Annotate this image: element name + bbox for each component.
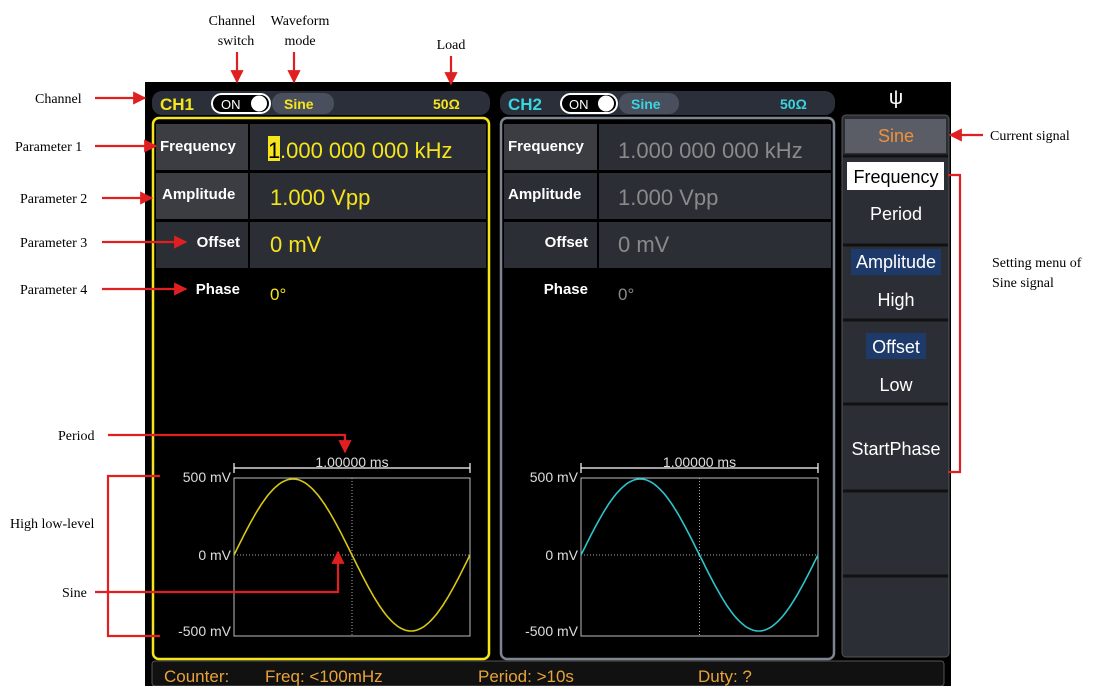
level-label: 500 mV bbox=[530, 469, 579, 485]
annotation: Channel bbox=[209, 14, 256, 29]
annotation: Parameter 1 bbox=[15, 140, 82, 155]
menu-highlight bbox=[866, 333, 926, 359]
menu-item[interactable]: High bbox=[877, 290, 914, 310]
param-value: 0° bbox=[270, 285, 286, 304]
param-value: 0° bbox=[618, 285, 634, 304]
annotation: Parameter 2 bbox=[20, 192, 87, 207]
param-value: 1.000 Vpp bbox=[270, 185, 370, 210]
param-label: Amplitude bbox=[162, 186, 235, 203]
ch2-wave: Sine bbox=[631, 96, 661, 112]
ch1-knob bbox=[251, 95, 267, 112]
param-value: 0 mV bbox=[270, 232, 322, 257]
ch2-rows bbox=[504, 124, 831, 268]
param-label: Offset bbox=[197, 234, 240, 251]
level-label: 500 mV bbox=[183, 469, 232, 485]
ch2-frame bbox=[499, 116, 836, 661]
menu-dividers bbox=[843, 154, 948, 578]
cursor-digit: 1 bbox=[268, 138, 280, 163]
param-label: Phase bbox=[544, 281, 588, 298]
param-value: .000 000 000 kHz bbox=[280, 138, 452, 163]
annotation: Parameter 3 bbox=[20, 236, 87, 251]
ch2-wave-pill bbox=[619, 93, 679, 114]
menu-item[interactable]: Low bbox=[879, 375, 913, 395]
menu-selected[interactable] bbox=[847, 162, 944, 190]
annotation: High low-level bbox=[10, 517, 94, 532]
status-freq: Freq: <100mHz bbox=[265, 667, 383, 686]
sine-wave bbox=[233, 478, 471, 632]
annotation: mode bbox=[284, 34, 315, 49]
cursor bbox=[268, 136, 280, 161]
status-duty: Duty: ? bbox=[698, 667, 752, 686]
menu-item[interactable]: Amplitude bbox=[856, 252, 936, 272]
level-label: 0 mV bbox=[198, 547, 231, 563]
menu-current: Sine bbox=[878, 126, 914, 146]
status-period: Period: >10s bbox=[478, 667, 574, 686]
param-value: 1.000 000 000 kHz bbox=[618, 138, 803, 163]
status-counter: Counter: bbox=[164, 667, 229, 686]
ch1-name: CH1 bbox=[160, 95, 194, 114]
ch1-wave-pill bbox=[272, 93, 334, 114]
ch1-load: 50Ω bbox=[433, 96, 460, 112]
period-arrow bbox=[580, 463, 819, 473]
level-label: -500 mV bbox=[525, 623, 579, 639]
annotation: Parameter 4 bbox=[20, 283, 87, 298]
annotation: Period bbox=[58, 429, 95, 444]
menu-highlight bbox=[851, 249, 941, 275]
period-arrow bbox=[233, 463, 471, 473]
ch2-load: 50Ω bbox=[780, 96, 807, 112]
level-label: -500 mV bbox=[178, 623, 232, 639]
ch1-wave: Sine bbox=[284, 96, 314, 112]
annotation: Sine signal bbox=[992, 276, 1054, 291]
annotation: Load bbox=[437, 38, 466, 53]
param-value: 0 mV bbox=[618, 232, 670, 257]
ch1-frame bbox=[151, 116, 491, 661]
ch2-state: ON bbox=[569, 97, 589, 112]
status-bar bbox=[151, 660, 945, 686]
sine-wave bbox=[580, 478, 819, 632]
annotation: Sine bbox=[62, 586, 87, 601]
usb-icon: ψ bbox=[889, 87, 903, 109]
ch2-knob bbox=[598, 95, 614, 112]
annotation: switch bbox=[218, 34, 255, 49]
ch1-state: ON bbox=[221, 97, 241, 112]
param-label: Frequency bbox=[160, 138, 237, 155]
level-label: 0 mV bbox=[545, 547, 578, 563]
menu-item[interactable]: StartPhase bbox=[851, 439, 940, 459]
menu-current-box bbox=[845, 119, 946, 153]
menu-item[interactable]: Period bbox=[870, 204, 922, 224]
annotation: Setting menu of bbox=[992, 256, 1082, 271]
annotation: Waveform bbox=[271, 14, 330, 29]
annotations: Channel switch Waveform mode Load Channe… bbox=[10, 14, 1082, 638]
param-label: Offset bbox=[545, 234, 588, 251]
param-label: Phase bbox=[196, 281, 240, 298]
annotation: Current signal bbox=[990, 129, 1070, 144]
period-label: 1.00000 ms bbox=[315, 454, 388, 470]
param-label: Amplitude bbox=[508, 186, 581, 203]
period-label: 1.00000 ms bbox=[663, 454, 736, 470]
menu-item[interactable]: Frequency bbox=[853, 167, 938, 187]
ch2-name: CH2 bbox=[508, 95, 542, 114]
annotation: Channel bbox=[35, 92, 82, 107]
param-label: Frequency bbox=[508, 138, 585, 155]
param-value: 1.000 Vpp bbox=[618, 185, 718, 210]
ch1-rows bbox=[156, 124, 486, 268]
screen bbox=[145, 82, 951, 686]
menu-item[interactable]: Offset bbox=[872, 337, 920, 357]
